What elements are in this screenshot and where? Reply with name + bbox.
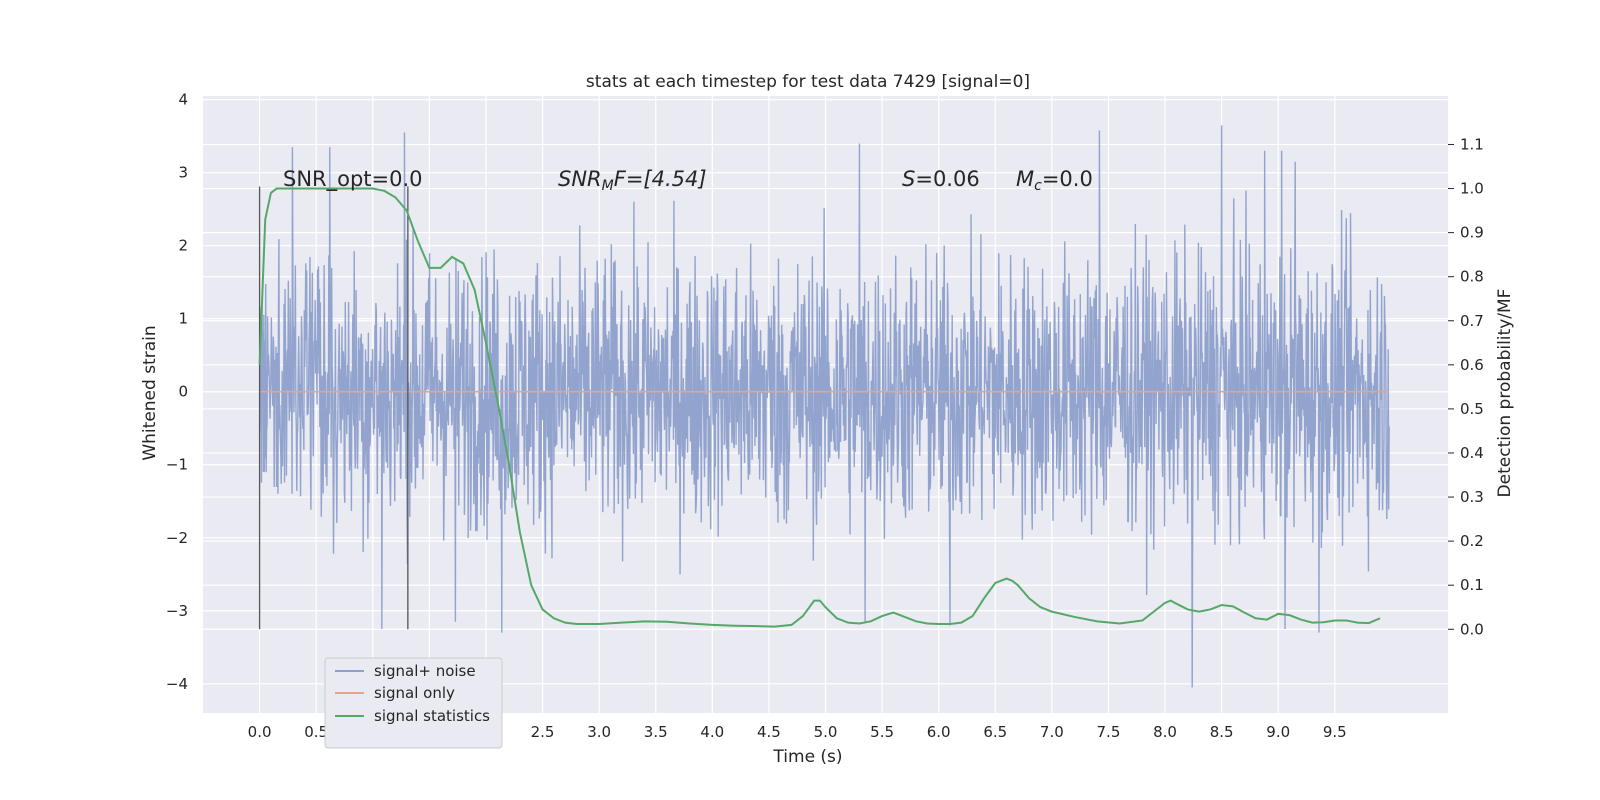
y-left-tick-label-3: 1 bbox=[178, 310, 188, 328]
y-right-tick-label-7: 0.4 bbox=[1460, 444, 1484, 462]
x-tick-label-10: 5.0 bbox=[814, 723, 838, 741]
x-tick-label-0: 0.0 bbox=[248, 723, 272, 741]
y-right-tick-label-10: 0.1 bbox=[1460, 576, 1484, 594]
annotation-s-rest: =0.06 bbox=[915, 167, 979, 191]
y-axis-right-label: Detection probability/MF bbox=[1495, 289, 1515, 498]
annotation-s: S=0.06 bbox=[902, 167, 980, 191]
annotation-mc-sub: c bbox=[1034, 178, 1042, 194]
x-tick-label-8: 4.0 bbox=[700, 723, 724, 741]
x-tick-label-17: 8.5 bbox=[1210, 723, 1234, 741]
y-left-tick-label-2: 2 bbox=[178, 237, 188, 255]
y-right-tick-label-1: 1.0 bbox=[1460, 180, 1484, 198]
legend-box bbox=[324, 657, 503, 749]
y-left-tick-label-8: −4 bbox=[166, 675, 188, 693]
annotation-mc-rest: =0.0 bbox=[1042, 167, 1093, 191]
y-left-tick-label-4: 0 bbox=[178, 383, 188, 401]
annotation-mc-main: M bbox=[1016, 167, 1034, 191]
x-tick-label-16: 8.0 bbox=[1153, 723, 1177, 741]
y-axis-left-label: Whitened strain bbox=[140, 325, 160, 460]
legend: signal+ noise signal only signal statist… bbox=[324, 657, 503, 749]
y-right-tick-labels: 1.1 1.0 0.9 0.8 0.7 0.6 0.5 0.4 0.3 0.2 0.1 0.0 bbox=[1448, 135, 1484, 638]
x-tick-label-5: 2.5 bbox=[531, 723, 555, 741]
x-tick-label-1: 0.5 bbox=[304, 723, 328, 741]
x-tick-label-15: 7.5 bbox=[1097, 723, 1121, 741]
y-left-tick-label-5: −1 bbox=[166, 456, 188, 474]
y-left-tick-label-7: −3 bbox=[166, 602, 188, 620]
y-right-tick-label-4: 0.7 bbox=[1460, 312, 1484, 330]
series-signal-noise bbox=[258, 125, 1390, 688]
x-tick-label-7: 3.5 bbox=[644, 723, 668, 741]
x-tick-label-19: 9.5 bbox=[1323, 723, 1347, 741]
y-right-tick-label-2: 0.9 bbox=[1460, 224, 1484, 242]
x-tick-label-13: 6.5 bbox=[983, 723, 1007, 741]
annotation-snr-mf-rest: F=[4.54] bbox=[614, 167, 707, 191]
y-right-tick-label-9: 0.2 bbox=[1460, 532, 1484, 550]
x-tick-label-9: 4.5 bbox=[757, 723, 781, 741]
series-signal-statistics bbox=[258, 187, 1381, 628]
annotation-snr-mf-sub: M bbox=[602, 178, 614, 194]
x-tick-label-6: 3.0 bbox=[587, 723, 611, 741]
legend-label-signal-noise: signal+ noise bbox=[374, 662, 476, 680]
x-tick-label-18: 9.0 bbox=[1266, 723, 1290, 741]
annotation-snr-mf: SNRMF=[4.54] bbox=[558, 167, 707, 194]
y-right-tick-label-3: 0.8 bbox=[1460, 268, 1484, 286]
y-left-tick-label-1: 3 bbox=[178, 164, 188, 182]
y-right-tick-label-8: 0.3 bbox=[1460, 488, 1484, 506]
annotation-snr-opt: SNR_opt=0.0 bbox=[283, 167, 423, 192]
chart-title: stats at each timestep for test data 742… bbox=[586, 72, 1030, 92]
y-right-tick-label-5: 0.6 bbox=[1460, 356, 1484, 374]
y-left-tick-label-0: 4 bbox=[178, 91, 188, 109]
x-axis-label: Time (s) bbox=[772, 747, 842, 767]
x-tick-label-11: 5.5 bbox=[870, 723, 894, 741]
y-right-tick-label-6: 0.5 bbox=[1460, 400, 1484, 418]
signal-statistics-line bbox=[258, 187, 1381, 628]
signal-noise-line bbox=[258, 125, 1390, 688]
vertical-markers bbox=[258, 186, 409, 630]
y-left-tick-label-6: −2 bbox=[166, 529, 188, 547]
y-right-tick-label-11: 0.0 bbox=[1460, 620, 1484, 638]
legend-label-signal-statistics: signal statistics bbox=[374, 707, 490, 725]
annotation-snr-mf-main: SNR bbox=[558, 167, 602, 191]
annotation-s-italic: S bbox=[902, 167, 915, 191]
y-left-tick-labels: 4 3 2 1 0 −1 −2 −3 −4 bbox=[166, 91, 188, 693]
legend-label-signal-only: signal only bbox=[374, 684, 455, 702]
annotation-mc: Mc=0.0 bbox=[1016, 167, 1093, 194]
y-right-tick-label-0: 1.1 bbox=[1460, 135, 1484, 153]
x-tick-label-14: 7.0 bbox=[1040, 723, 1064, 741]
x-tick-label-12: 6.0 bbox=[927, 723, 951, 741]
